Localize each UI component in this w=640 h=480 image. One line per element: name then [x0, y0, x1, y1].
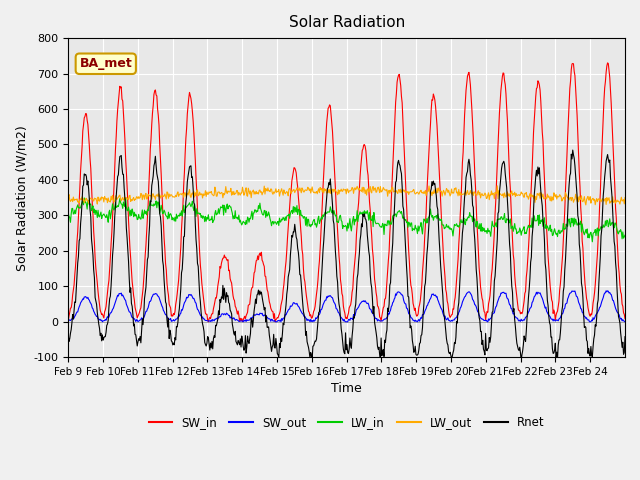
- Legend: SW_in, SW_out, LW_in, LW_out, Rnet: SW_in, SW_out, LW_in, LW_out, Rnet: [144, 411, 549, 433]
- Title: Solar Radiation: Solar Radiation: [289, 15, 404, 30]
- Text: BA_met: BA_met: [79, 57, 132, 70]
- X-axis label: Time: Time: [332, 383, 362, 396]
- Y-axis label: Solar Radiation (W/m2): Solar Radiation (W/m2): [15, 125, 28, 271]
